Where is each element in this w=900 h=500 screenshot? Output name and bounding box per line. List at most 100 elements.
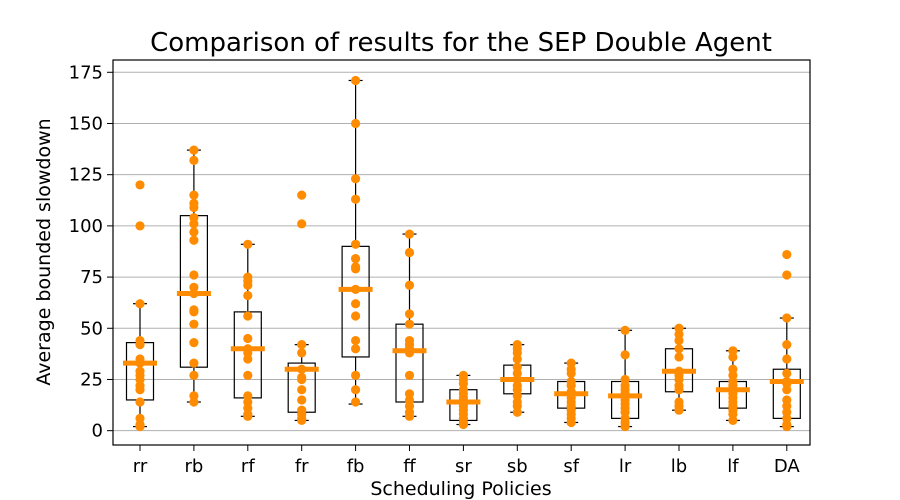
data-point [189, 227, 199, 237]
x-axis: rr rb rf fr fb ff sr sb sf lr lb lf DA [133, 445, 800, 477]
data-point [458, 419, 468, 430]
data-point [243, 354, 253, 364]
data-point [782, 313, 792, 323]
data-point [297, 415, 307, 426]
box-group-rb [176, 145, 211, 407]
y-axis: 0 25 50 75 100 125 150 175 [69, 62, 113, 442]
data-point [189, 319, 199, 329]
box-group-sf [554, 358, 589, 428]
data-point [782, 368, 792, 378]
data-point [674, 344, 684, 354]
data-point [782, 354, 792, 364]
data-point [297, 348, 307, 358]
x-tick-label-lb: lb [671, 456, 687, 477]
data-point [243, 333, 253, 344]
data-point [243, 280, 253, 290]
data-point [135, 299, 145, 309]
data-point [135, 221, 145, 231]
data-point [782, 249, 792, 260]
box-group-DA [769, 249, 804, 432]
x-tick-label-rb: rb [184, 456, 203, 477]
data-point [404, 411, 415, 421]
data-point [728, 415, 738, 426]
data-point [351, 385, 361, 395]
x-tick-label-lr: lr [619, 456, 632, 477]
data-point [351, 299, 361, 309]
data-point [512, 407, 522, 417]
y-tick-label: 25 [80, 369, 103, 390]
data-point [782, 340, 792, 350]
x-axis-label: Scheduling Policies [370, 478, 551, 500]
data-point [243, 311, 253, 321]
data-point [189, 202, 199, 213]
data-point [135, 397, 145, 407]
data-point [566, 368, 576, 378]
data-point [189, 370, 199, 380]
data-point [189, 190, 199, 200]
data-point [297, 395, 307, 405]
data-point [243, 290, 253, 301]
box-plot-series [123, 75, 804, 432]
data-point [297, 374, 307, 385]
data-point [297, 385, 307, 395]
data-point [189, 235, 199, 245]
chart-title: Comparison of results for the SEP Double… [150, 28, 772, 58]
data-point [351, 311, 361, 321]
data-point [782, 421, 792, 432]
data-point [351, 264, 361, 274]
data-point [351, 239, 361, 249]
data-point [351, 344, 361, 354]
data-point [135, 421, 145, 432]
y-tick-label: 100 [69, 216, 103, 237]
data-point [243, 370, 253, 380]
data-point [351, 194, 361, 204]
box-group-rr [123, 180, 157, 432]
x-tick-label-rf: rf [241, 456, 255, 477]
data-point [135, 180, 145, 190]
data-point [404, 309, 415, 319]
plot-frame [112, 59, 811, 446]
data-point [243, 411, 253, 421]
box-group-sr [446, 370, 481, 430]
data-point [404, 247, 415, 258]
grid-lines [113, 71, 810, 432]
data-point [782, 270, 792, 280]
data-point [728, 352, 738, 362]
data-point [243, 239, 253, 249]
data-point [351, 75, 361, 86]
data-point [135, 340, 145, 350]
x-tick-label-sf: sf [563, 456, 579, 477]
box-group-rf [230, 239, 265, 421]
y-tick-label: 0 [92, 421, 103, 442]
box-group-fb [338, 75, 373, 407]
box-group-fr [284, 190, 319, 426]
data-point [404, 319, 415, 329]
data-point [297, 340, 307, 350]
data-point [566, 417, 576, 428]
data-point [351, 335, 361, 346]
data-point [189, 270, 199, 280]
data-point [404, 370, 415, 380]
y-tick-label: 50 [80, 318, 103, 339]
data-point [351, 174, 361, 184]
y-axis-label: Average bounded slowdown [33, 118, 55, 385]
box-group-ff [392, 229, 427, 421]
x-tick-label-ff: ff [403, 456, 416, 477]
data-point [674, 385, 684, 395]
y-tick-label: 150 [69, 113, 103, 134]
box-group-lf [715, 346, 750, 426]
data-point [351, 397, 361, 407]
data-point [620, 421, 630, 432]
box-group-lb [662, 323, 696, 415]
data-point [189, 145, 199, 155]
box-group-lr [608, 325, 643, 432]
data-point [189, 338, 199, 348]
x-tick-label-fr: fr [295, 456, 309, 477]
data-point [297, 219, 307, 229]
data-point [351, 254, 361, 264]
x-tick-label-sr: sr [455, 456, 472, 477]
data-point [404, 280, 415, 290]
x-tick-label-rr: rr [133, 456, 148, 477]
data-point [512, 354, 522, 364]
